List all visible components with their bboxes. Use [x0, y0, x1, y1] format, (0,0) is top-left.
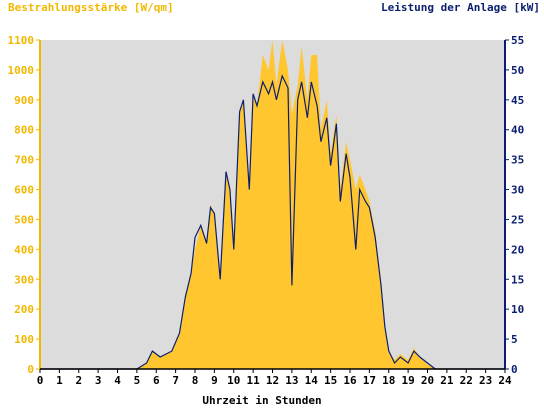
- left-tick-label: 1100: [8, 34, 35, 47]
- right-tick-label: 35: [511, 154, 524, 167]
- right-tick-label: 10: [511, 303, 524, 316]
- x-tick-label: 22: [460, 374, 473, 387]
- x-tick-label: 21: [440, 374, 454, 387]
- x-tick-label: 23: [479, 374, 492, 387]
- right-tick-label: 50: [511, 64, 524, 77]
- left-tick-label: 1000: [8, 64, 35, 77]
- left-tick-label: 0: [27, 363, 34, 376]
- x-tick-label: 10: [227, 374, 240, 387]
- x-tick-label: 18: [382, 374, 395, 387]
- left-tick-label: 600: [14, 184, 34, 197]
- x-tick-label: 12: [266, 374, 279, 387]
- right-tick-label: 25: [511, 213, 524, 226]
- x-axis-title: Uhrzeit in Stunden: [202, 394, 321, 407]
- power-line-layer: [40, 74, 505, 370]
- left-tick-label: 100: [14, 333, 34, 346]
- x-tick-label: 6: [153, 374, 160, 387]
- x-tick-label: 15: [324, 374, 337, 387]
- left-tick-label: 800: [14, 124, 34, 137]
- x-tick-label: 11: [247, 374, 261, 387]
- right-tick-label: 15: [511, 273, 524, 286]
- x-tick-label: 0: [37, 374, 44, 387]
- power-line: [40, 74, 505, 370]
- right-axis-title: Leistung der Anlage [kW]: [381, 1, 540, 14]
- x-tick-label: 3: [95, 374, 102, 387]
- irradiance-area-layer: [40, 40, 505, 369]
- x-tick-label: 17: [363, 374, 376, 387]
- x-tick-label: 16: [343, 374, 357, 387]
- x-tick-label: 14: [305, 374, 319, 387]
- left-tick-label: 500: [14, 213, 34, 226]
- x-tick-label: 2: [75, 374, 82, 387]
- x-tick-label: 9: [211, 374, 218, 387]
- x-tick-label: 24: [498, 374, 512, 387]
- right-tick-label: 0: [511, 363, 518, 376]
- x-tick-label: 5: [134, 374, 141, 387]
- x-tick-label: 4: [114, 374, 121, 387]
- right-tick-label: 40: [511, 124, 524, 137]
- left-tick-label: 400: [14, 243, 34, 256]
- axis-layer: 0100200300400500600700800900100011000510…: [8, 34, 525, 387]
- left-axis-title: Bestrahlungsstärke [W/qm]: [8, 1, 174, 14]
- right-tick-label: 5: [511, 333, 518, 346]
- right-tick-label: 45: [511, 94, 524, 107]
- left-tick-label: 700: [14, 154, 34, 167]
- left-tick-label: 200: [14, 303, 34, 316]
- left-tick-label: 900: [14, 94, 34, 107]
- irradiance-area: [40, 40, 505, 369]
- left-tick-label: 300: [14, 273, 34, 286]
- x-tick-label: 8: [192, 374, 199, 387]
- x-tick-label: 7: [172, 374, 179, 387]
- x-tick-label: 13: [285, 374, 298, 387]
- right-tick-label: 55: [511, 34, 524, 47]
- right-tick-label: 30: [511, 184, 524, 197]
- x-tick-label: 1: [56, 374, 63, 387]
- x-tick-label: 20: [421, 374, 434, 387]
- x-tick-label: 19: [402, 374, 415, 387]
- right-tick-label: 20: [511, 243, 524, 256]
